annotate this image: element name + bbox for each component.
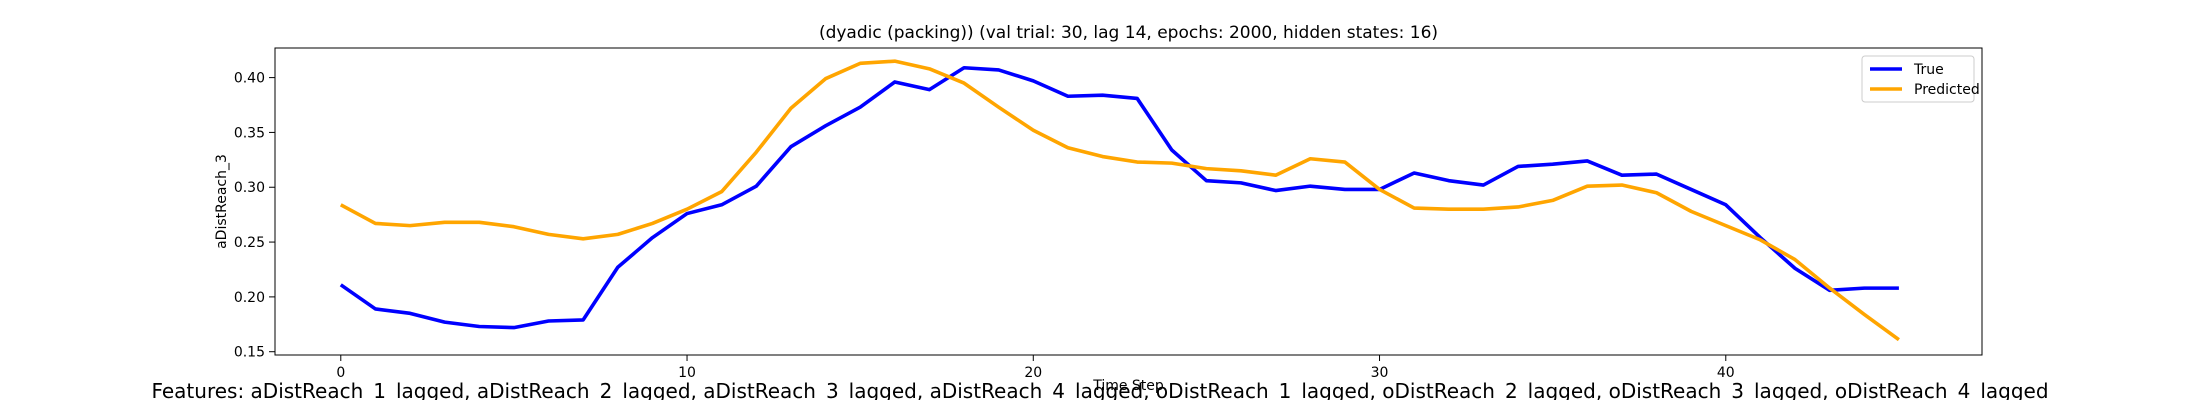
legend-label-true: True <box>1913 62 1944 78</box>
y-axis: 0.15 0.20 0.25 0.30 0.35 0.40 <box>234 71 275 361</box>
series-line-true <box>339 65 1899 330</box>
y-tick-label: 0.35 <box>234 125 265 141</box>
plot-area-frame <box>274 47 1983 356</box>
y-tick-label: 0.40 <box>234 71 265 87</box>
x-tick-label: 0 <box>336 365 345 381</box>
x-tick-label: 10 <box>678 365 696 381</box>
x-axis-label: Time Step <box>1092 378 1164 394</box>
y-tick-label: 0.30 <box>234 180 265 196</box>
y-tick-label: 0.25 <box>234 235 265 251</box>
y-tick-label: 0.15 <box>234 345 265 361</box>
chart-title: (dyadic (packing)) (val trial: 30, lag 1… <box>819 23 1438 43</box>
x-tick-label: 30 <box>1371 365 1389 381</box>
legend: True Predicted <box>1861 55 1980 103</box>
series-line-predicted <box>339 59 1900 342</box>
x-axis: 0 10 20 30 40 <box>336 355 1735 381</box>
y-axis-label: aDistReach_3 <box>214 154 230 249</box>
series-lines <box>339 59 1900 342</box>
x-tick-label: 40 <box>1717 365 1735 381</box>
legend-label-predicted: Predicted <box>1914 82 1980 98</box>
features-caption: Features: aDistReach_1_lagged, aDistReac… <box>151 379 2048 400</box>
x-tick-label: 20 <box>1024 365 1042 381</box>
y-tick-label: 0.20 <box>234 290 265 306</box>
